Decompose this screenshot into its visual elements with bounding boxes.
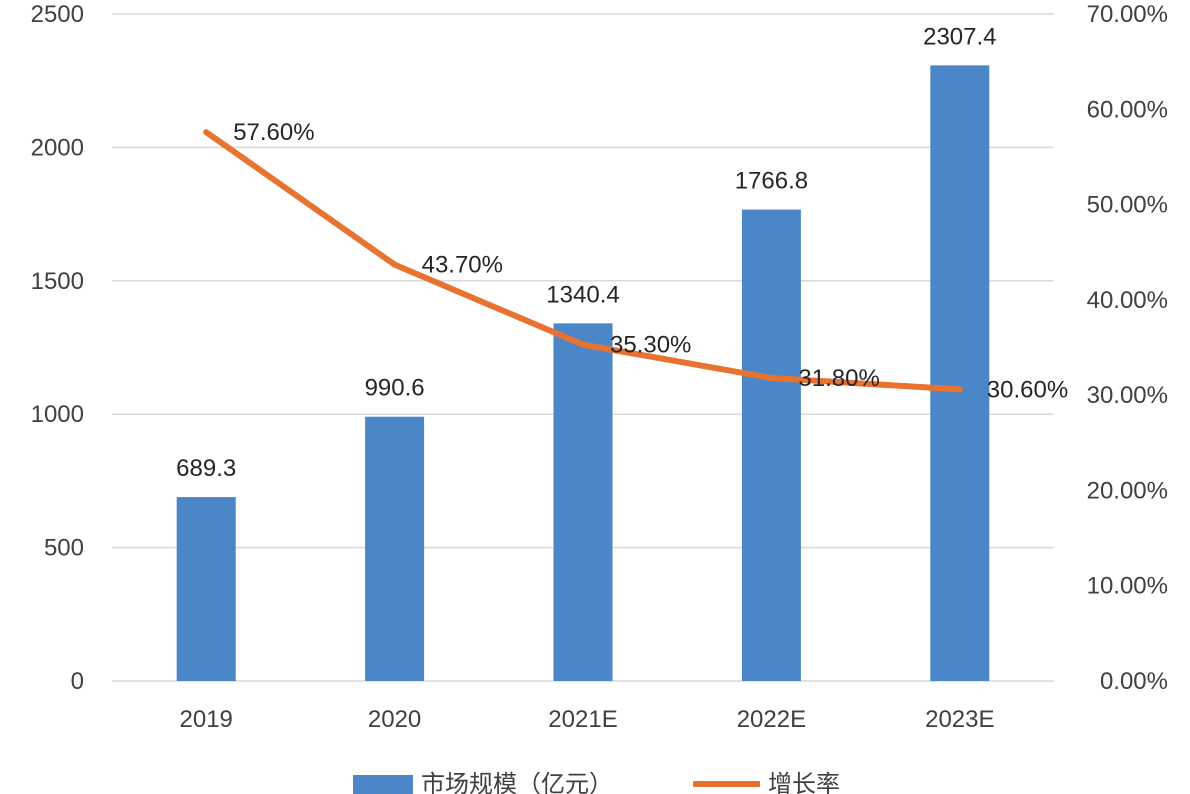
left-tick-label: 0 [71, 668, 84, 695]
right-tick-label: 0.00% [1100, 668, 1168, 695]
right-tick-label: 50.00% [1087, 192, 1168, 219]
line-data-labels: 57.60% 43.70% 35.30% 31.80% 30.60% [233, 119, 1068, 403]
bar [365, 416, 425, 681]
bar [930, 65, 990, 681]
right-tick-label: 70.00% [1087, 1, 1168, 28]
bar-series [176, 65, 990, 681]
bar-value-label: 689.3 [176, 455, 236, 482]
left-tick-label: 1000 [31, 401, 84, 428]
legend-line-label: 增长率 [768, 770, 840, 794]
right-tick-label: 60.00% [1087, 96, 1168, 123]
legend-bar-swatch [353, 775, 413, 794]
x-axis-ticks: 2019 2020 2021E 2022E 2023E [180, 706, 995, 733]
bar-value-label: 990.6 [365, 375, 425, 402]
bar [553, 323, 613, 681]
line-value-label: 57.60% [233, 119, 314, 146]
x-tick-label: 2023E [925, 706, 994, 733]
line-value-label: 35.30% [610, 332, 691, 359]
line-value-label: 30.60% [987, 376, 1068, 403]
legend-bar-label: 市场规模（亿元） [421, 770, 613, 794]
right-axis-ticks: 0.00% 10.00% 20.00% 30.00% 40.00% 50.00% 60.00… [1087, 1, 1168, 695]
x-tick-label: 2021E [548, 706, 617, 733]
left-axis-ticks: 0 500 1000 1500 2000 2500 [31, 1, 84, 695]
line-value-label: 31.80% [798, 365, 879, 392]
bar-value-label: 2307.4 [923, 23, 996, 50]
bar [176, 497, 236, 681]
x-tick-label: 2020 [368, 706, 421, 733]
left-tick-label: 2500 [31, 1, 84, 28]
right-tick-label: 30.00% [1087, 382, 1168, 409]
legend: 市场规模（亿元） 增长率 [353, 770, 840, 794]
x-tick-label: 2022E [737, 706, 806, 733]
bar-value-label: 1766.8 [735, 168, 808, 195]
left-tick-label: 2000 [31, 134, 84, 161]
bar-data-labels: 689.3 990.6 1340.4 1766.8 2307.4 [176, 23, 996, 482]
left-tick-label: 500 [44, 535, 84, 562]
x-tick-label: 2019 [180, 706, 233, 733]
left-tick-label: 1500 [31, 268, 84, 295]
right-tick-label: 10.00% [1087, 573, 1168, 600]
right-tick-label: 40.00% [1087, 287, 1168, 314]
line-value-label: 43.70% [422, 252, 503, 279]
bar-value-label: 1340.4 [546, 281, 619, 308]
growth-line [203, 129, 963, 393]
right-tick-label: 20.00% [1087, 477, 1168, 504]
bar [741, 209, 801, 681]
line-series [203, 129, 963, 393]
